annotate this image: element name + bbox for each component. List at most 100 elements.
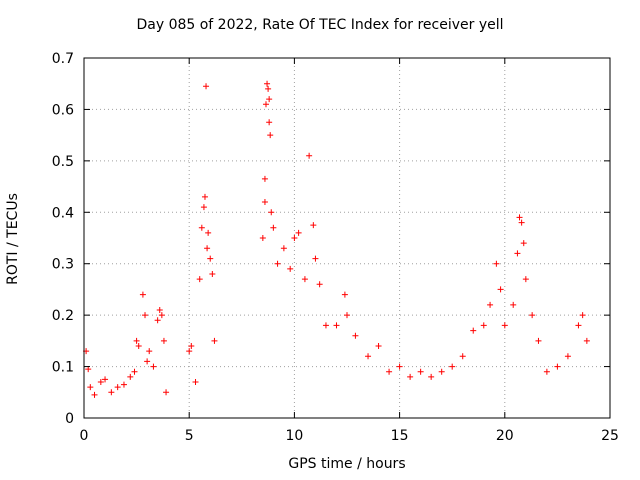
chart-title: Day 085 of 2022, Rate Of TEC Index for r…: [136, 17, 504, 33]
data-point: [306, 152, 313, 159]
data-point: [280, 245, 287, 252]
data-point: [396, 363, 403, 370]
data-point: [295, 229, 302, 236]
data-point: [407, 373, 414, 380]
data-point: [386, 368, 393, 375]
data-point: [102, 376, 109, 383]
data-point: [365, 353, 372, 360]
x-tick-label: 25: [601, 428, 619, 444]
y-tick-label: 0.5: [52, 154, 74, 170]
data-point: [497, 286, 504, 293]
data-point: [287, 265, 294, 272]
y-tick-label: 0.4: [52, 205, 74, 221]
data-point: [85, 366, 92, 373]
data-point: [301, 276, 308, 283]
data-point: [267, 132, 274, 139]
data-point: [196, 276, 203, 283]
data-point: [316, 281, 323, 288]
data-point: [192, 379, 199, 385]
data-point: [211, 337, 218, 344]
data-point: [204, 245, 211, 252]
data-point: [322, 322, 329, 329]
y-tick-label: 0.6: [52, 102, 74, 118]
data-point: [139, 291, 146, 298]
y-tick-label: 0.3: [52, 257, 74, 273]
data-point: [341, 291, 348, 298]
data-point: [201, 193, 208, 200]
data-point: [470, 327, 477, 334]
data-point: [163, 389, 170, 396]
data-point: [261, 175, 268, 182]
data-point: [575, 322, 582, 329]
plot-frame: [83, 57, 611, 419]
data-point: [156, 307, 163, 313]
data-point: [266, 96, 273, 103]
grid: [84, 58, 610, 418]
data-point: [516, 214, 523, 221]
x-tick-label: 20: [496, 428, 514, 444]
data-point: [510, 301, 517, 308]
data-point: [259, 235, 266, 241]
data-point: [120, 381, 127, 388]
data-point: [142, 312, 149, 319]
data-point: [150, 363, 157, 370]
data-point: [310, 222, 317, 229]
data-point: [133, 337, 140, 344]
data-point: [514, 250, 521, 257]
data-point: [493, 260, 500, 267]
data-point: [209, 271, 216, 277]
y-tick-label: 0.1: [52, 360, 74, 376]
data-point: [438, 368, 445, 375]
data-point: [564, 353, 571, 360]
data-point: [352, 332, 359, 339]
data-point: [417, 368, 424, 375]
data-point: [108, 389, 115, 396]
data-point: [291, 235, 298, 241]
data-point: [428, 373, 435, 380]
data-point: [480, 322, 487, 329]
data-point: [198, 224, 205, 231]
data-point: [144, 358, 151, 365]
data-point: [265, 85, 272, 92]
x-tick-label: 5: [185, 428, 194, 444]
data-point: [97, 379, 104, 385]
data-point: [188, 343, 195, 349]
y-tick-label: 0.2: [52, 308, 74, 324]
data-point: [203, 83, 210, 90]
data-point: [535, 337, 542, 344]
data-point: [274, 260, 281, 267]
x-axis-label: GPS time / hours: [288, 456, 406, 472]
data-point: [333, 322, 340, 329]
y-tick-label: 0.7: [52, 51, 74, 67]
data-point: [529, 312, 536, 319]
x-tick-label: 10: [285, 428, 303, 444]
data-point: [131, 368, 138, 375]
data-point: [262, 101, 269, 108]
data-point: [579, 312, 586, 319]
data-point: [554, 363, 561, 370]
data-point: [158, 312, 165, 319]
data-points: [83, 80, 590, 398]
data-point: [186, 348, 193, 355]
data-point: [501, 322, 508, 329]
data-point: [344, 312, 350, 319]
data-point: [268, 209, 275, 216]
data-point: [200, 204, 207, 211]
data-point: [459, 353, 466, 360]
data-point: [205, 229, 212, 236]
data-point: [146, 348, 153, 355]
data-point: [91, 391, 98, 398]
data-point: [312, 255, 319, 262]
data-point: [127, 373, 134, 380]
y-tick-label: 0: [65, 411, 74, 427]
data-point: [264, 80, 271, 87]
x-tick-label: 0: [80, 428, 89, 444]
data-point: [583, 337, 590, 344]
data-point: [135, 343, 142, 349]
axis-ticks: 0 0.1 0.2 0.3 0.4 0.5 0.6 0.7 0 5 10 15 20 25: [52, 51, 619, 444]
data-point: [518, 219, 525, 226]
data-point: [375, 343, 382, 349]
data-point: [520, 240, 527, 247]
x-tick-label: 15: [391, 428, 409, 444]
